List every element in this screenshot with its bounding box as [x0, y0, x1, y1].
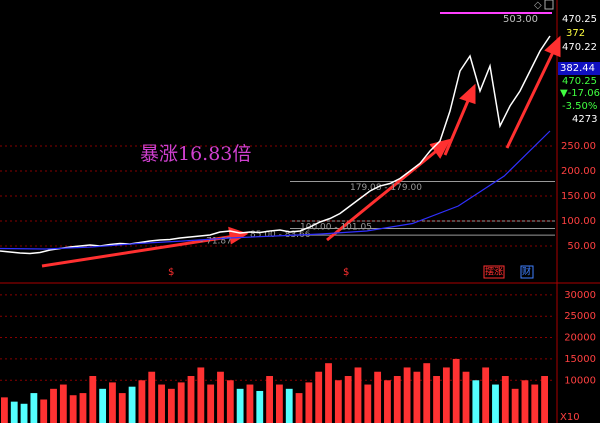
volume-bar [374, 371, 382, 423]
y-tick-label: 200.00 [561, 166, 596, 177]
volume-scale: X10 [560, 412, 580, 423]
volume-bar [364, 384, 372, 423]
y-tick-label: 10000 [564, 375, 596, 386]
marker[interactable]: $ [343, 267, 349, 278]
level-label: - 71.87 [200, 237, 232, 247]
volume-bar [69, 395, 77, 423]
volume-bar [433, 376, 440, 423]
peak-label: 503.00 [503, 14, 538, 25]
level-label: 100.00 - 101.05 [300, 223, 372, 233]
volume-bar [492, 384, 499, 423]
y-tick-label: 25000 [564, 311, 596, 322]
volume-bar [501, 376, 509, 423]
volume-bar [334, 380, 342, 423]
volume-bar [177, 382, 185, 423]
y-tick-label: 250.00 [561, 141, 596, 152]
volume-bar [511, 388, 519, 423]
side-label: 470.22 [562, 42, 597, 53]
volume-bar [30, 393, 38, 423]
volume-bar [226, 380, 234, 423]
y-tick-label: 150.00 [561, 191, 596, 202]
volume-bar [187, 376, 195, 423]
volume-bar [452, 358, 460, 423]
volume-bar [521, 380, 529, 423]
side-label: 470.25 [562, 76, 597, 87]
volume-bar [246, 384, 254, 423]
side-label: 470.25 [562, 14, 597, 25]
arrows [41, 35, 561, 268]
icon[interactable] [544, 0, 554, 10]
side-label: 382.44 [560, 63, 595, 74]
volume-bar [148, 371, 156, 423]
volume-bar [344, 376, 352, 423]
volume-bar [305, 382, 313, 423]
side-label: -3.50% [562, 101, 597, 112]
volume-bar [99, 388, 107, 423]
volume-bar [393, 376, 401, 423]
volume-bar [354, 367, 362, 423]
series-line [0, 35, 551, 255]
volume-bar [197, 367, 205, 423]
volume-bar [413, 371, 421, 423]
y-tick-label: 20000 [564, 333, 596, 344]
volume-bar [50, 388, 57, 423]
volume-bar [325, 363, 332, 423]
volume-bar [403, 367, 411, 423]
volume-bar [109, 382, 116, 423]
volume-bar [79, 393, 87, 423]
y-tick-label: 50.00 [567, 241, 596, 252]
marker-box [483, 265, 505, 279]
volume-bar [285, 388, 293, 423]
marker[interactable]: 财 [522, 266, 531, 278]
volume-bar [1, 397, 8, 423]
volume-bar [217, 371, 224, 423]
volume-bar [531, 384, 539, 423]
volume-bar [423, 363, 431, 423]
price-box [558, 62, 600, 75]
volume-bar [541, 376, 548, 423]
volume-bar [384, 380, 391, 423]
volume-bar [138, 380, 146, 423]
volume-bar [59, 384, 67, 423]
volume-bar [462, 371, 470, 423]
annotation: 暴涨16.83倍 [140, 143, 251, 165]
icon[interactable]: ◇ [534, 0, 542, 11]
volume-bar [20, 403, 28, 423]
volume-bar [118, 393, 126, 423]
volume-bar [10, 401, 18, 423]
volume-bar [236, 388, 244, 423]
volume-bar [89, 376, 97, 423]
level-label: 179.08 - 179.00 [350, 183, 422, 193]
volume-bar [472, 380, 480, 423]
series-line [0, 130, 551, 250]
volume-bar [128, 386, 136, 423]
y-tick-label: 15000 [564, 354, 596, 365]
y-tick-label: 100.00 [561, 216, 596, 227]
volume-bar [276, 384, 283, 423]
side-label: 4273 [572, 114, 597, 125]
volume-bar [315, 371, 323, 423]
volume-bar [295, 393, 303, 423]
volume-bar [207, 384, 215, 423]
volume-bar [40, 399, 48, 423]
marker[interactable]: 摆涨 [485, 266, 503, 278]
side-label: ▼-17.06 [560, 88, 600, 99]
level-label: 85.00 - 83.66 [250, 230, 311, 240]
volume-bar [482, 367, 490, 423]
y-tick-label: 30000 [564, 290, 596, 301]
side-label: 372 [566, 28, 585, 39]
volume-bar [442, 367, 450, 423]
marker-box [520, 265, 534, 279]
volume-bar [266, 376, 273, 423]
volume-bar [158, 384, 165, 423]
volume-bar [167, 388, 175, 423]
marker[interactable]: $ [168, 267, 174, 278]
volume-bar [256, 390, 264, 423]
